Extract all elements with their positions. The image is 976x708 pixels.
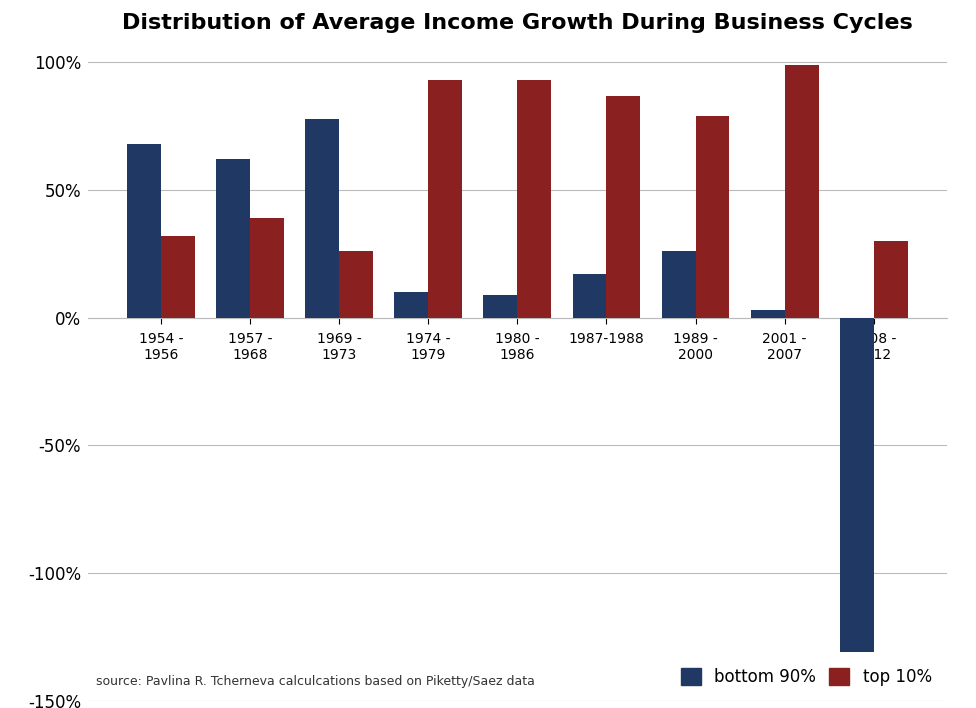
Bar xyxy=(127,144,161,318)
Legend: bottom 90%, top 10%: bottom 90%, top 10% xyxy=(674,661,938,692)
Bar xyxy=(751,310,785,318)
Bar xyxy=(606,96,640,318)
Bar xyxy=(874,241,908,318)
Text: source: Pavlina R. Tcherneva calculcations based on Piketty/Saez data: source: Pavlina R. Tcherneva calculcatio… xyxy=(97,675,535,688)
Bar xyxy=(483,295,517,318)
Bar xyxy=(785,65,819,318)
Bar xyxy=(428,80,462,318)
Bar xyxy=(305,118,339,318)
Bar xyxy=(394,292,428,318)
Bar xyxy=(840,318,874,652)
Bar xyxy=(662,251,696,318)
Bar xyxy=(161,236,194,318)
Bar xyxy=(517,80,551,318)
Bar xyxy=(696,116,729,318)
Bar xyxy=(216,159,250,318)
Bar xyxy=(250,218,284,318)
Bar xyxy=(339,251,373,318)
Title: Distribution of Average Income Growth During Business Cycles: Distribution of Average Income Growth Du… xyxy=(122,13,913,33)
Bar xyxy=(573,274,606,318)
